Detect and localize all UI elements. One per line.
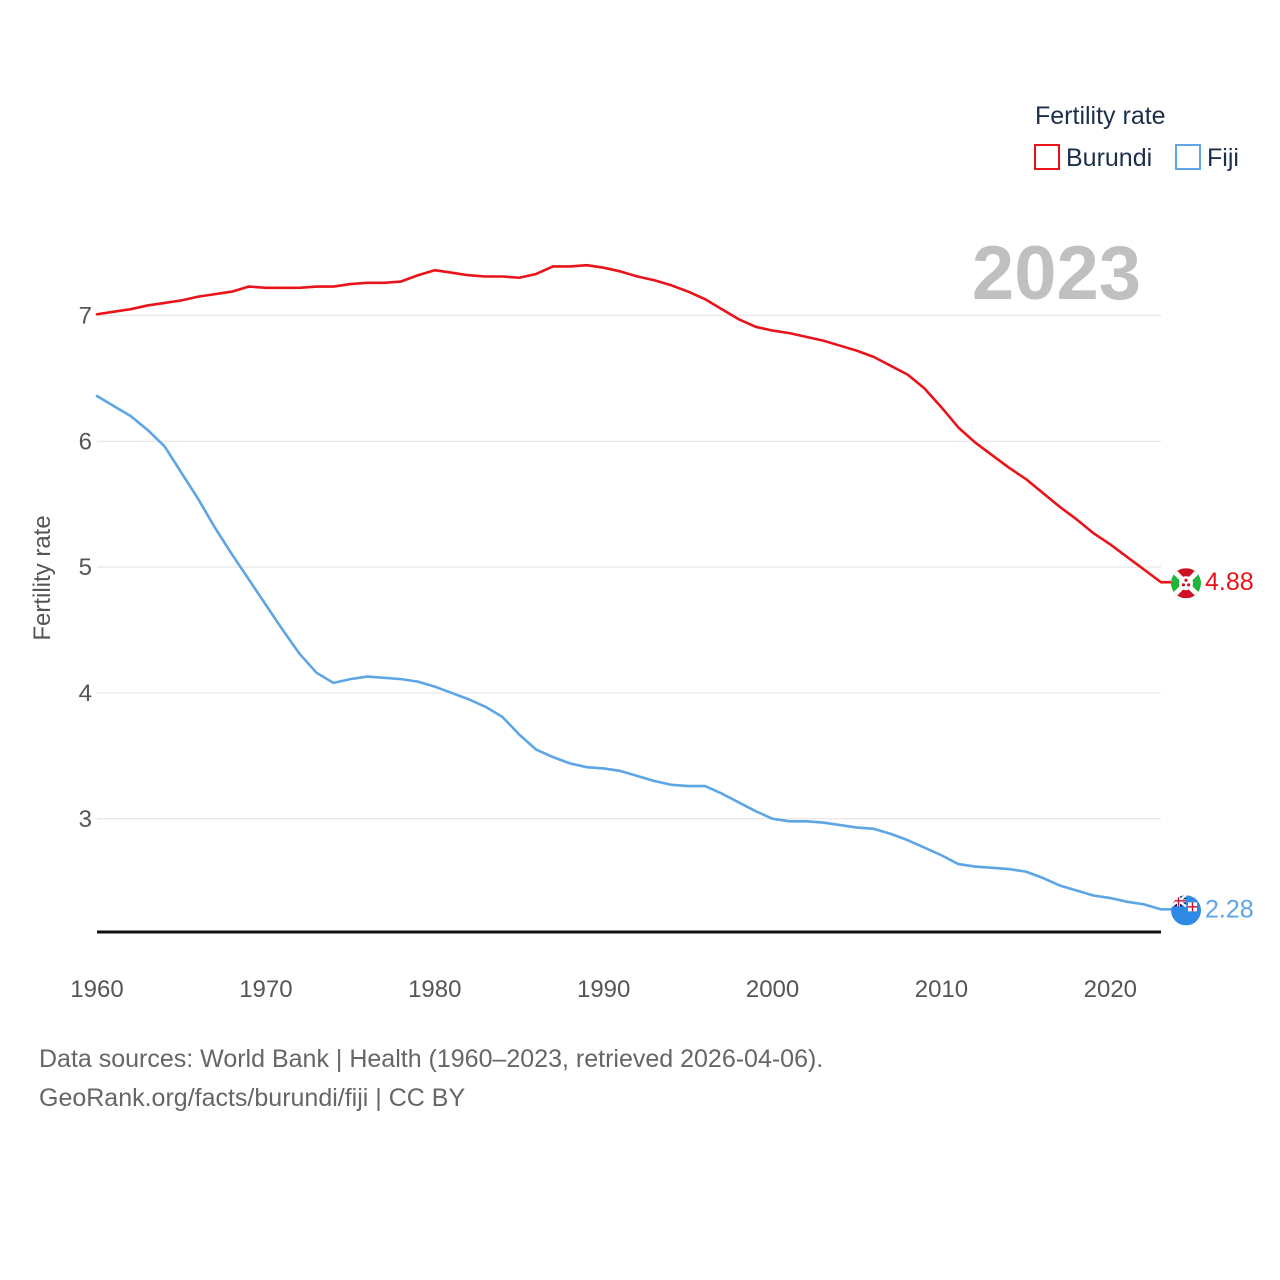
x-tick-label-1990: 1990	[577, 976, 630, 1003]
legend: Fertility rate Burundi Fiji	[1034, 102, 1239, 172]
legend-item-fiji[interactable]: Fiji	[1175, 144, 1239, 172]
x-tick-label-1980: 1980	[408, 976, 461, 1003]
x-tick-label-2020: 2020	[1084, 976, 1137, 1003]
legend-label-fiji: Fiji	[1207, 144, 1239, 172]
burundi-flag-icon	[1171, 568, 1201, 599]
legend-title: Fertility rate	[1035, 102, 1166, 130]
year-watermark: 2023	[972, 231, 1141, 316]
series-lines: 4.88 2.28	[95, 263, 1254, 923]
x-tick-label-1970: 1970	[239, 976, 292, 1003]
fiji-flag-icon	[1171, 895, 1201, 926]
legend-label-burundi: Burundi	[1066, 144, 1152, 172]
series-line-burundi	[95, 263, 1163, 584]
legend-swatch-fiji	[1175, 144, 1201, 170]
legend-item-burundi[interactable]: Burundi	[1034, 144, 1152, 172]
data-sources-note: Data sources: World Bank | Health (1960–…	[39, 1045, 824, 1073]
attribution-link[interactable]: GeoRank.org/facts/burundi/fiji | CC BY	[39, 1084, 466, 1112]
end-value-label-burundi: 4.88	[1205, 568, 1254, 596]
x-tick-label-1960: 1960	[70, 976, 123, 1003]
series-line-fiji	[95, 394, 1163, 911]
y-axis-label: Fertility rate	[29, 515, 56, 640]
legend-swatch-burundi	[1034, 144, 1060, 170]
x-tick-label-2010: 2010	[915, 976, 968, 1003]
gridlines	[97, 314, 1161, 820]
y-tick-label-4: 4	[79, 680, 92, 707]
y-tick-label-3: 3	[79, 806, 92, 833]
y-tick-label-6: 6	[79, 428, 92, 455]
x-tick-label-2000: 2000	[746, 976, 799, 1003]
y-tick-label-5: 5	[79, 554, 92, 581]
axes: Fertility rate 3 4 5 6 7 1960 1970 1980 1990 2000…	[29, 302, 1161, 1003]
y-tick-label-7: 7	[79, 302, 92, 329]
end-value-label-fiji: 2.28	[1205, 895, 1254, 923]
